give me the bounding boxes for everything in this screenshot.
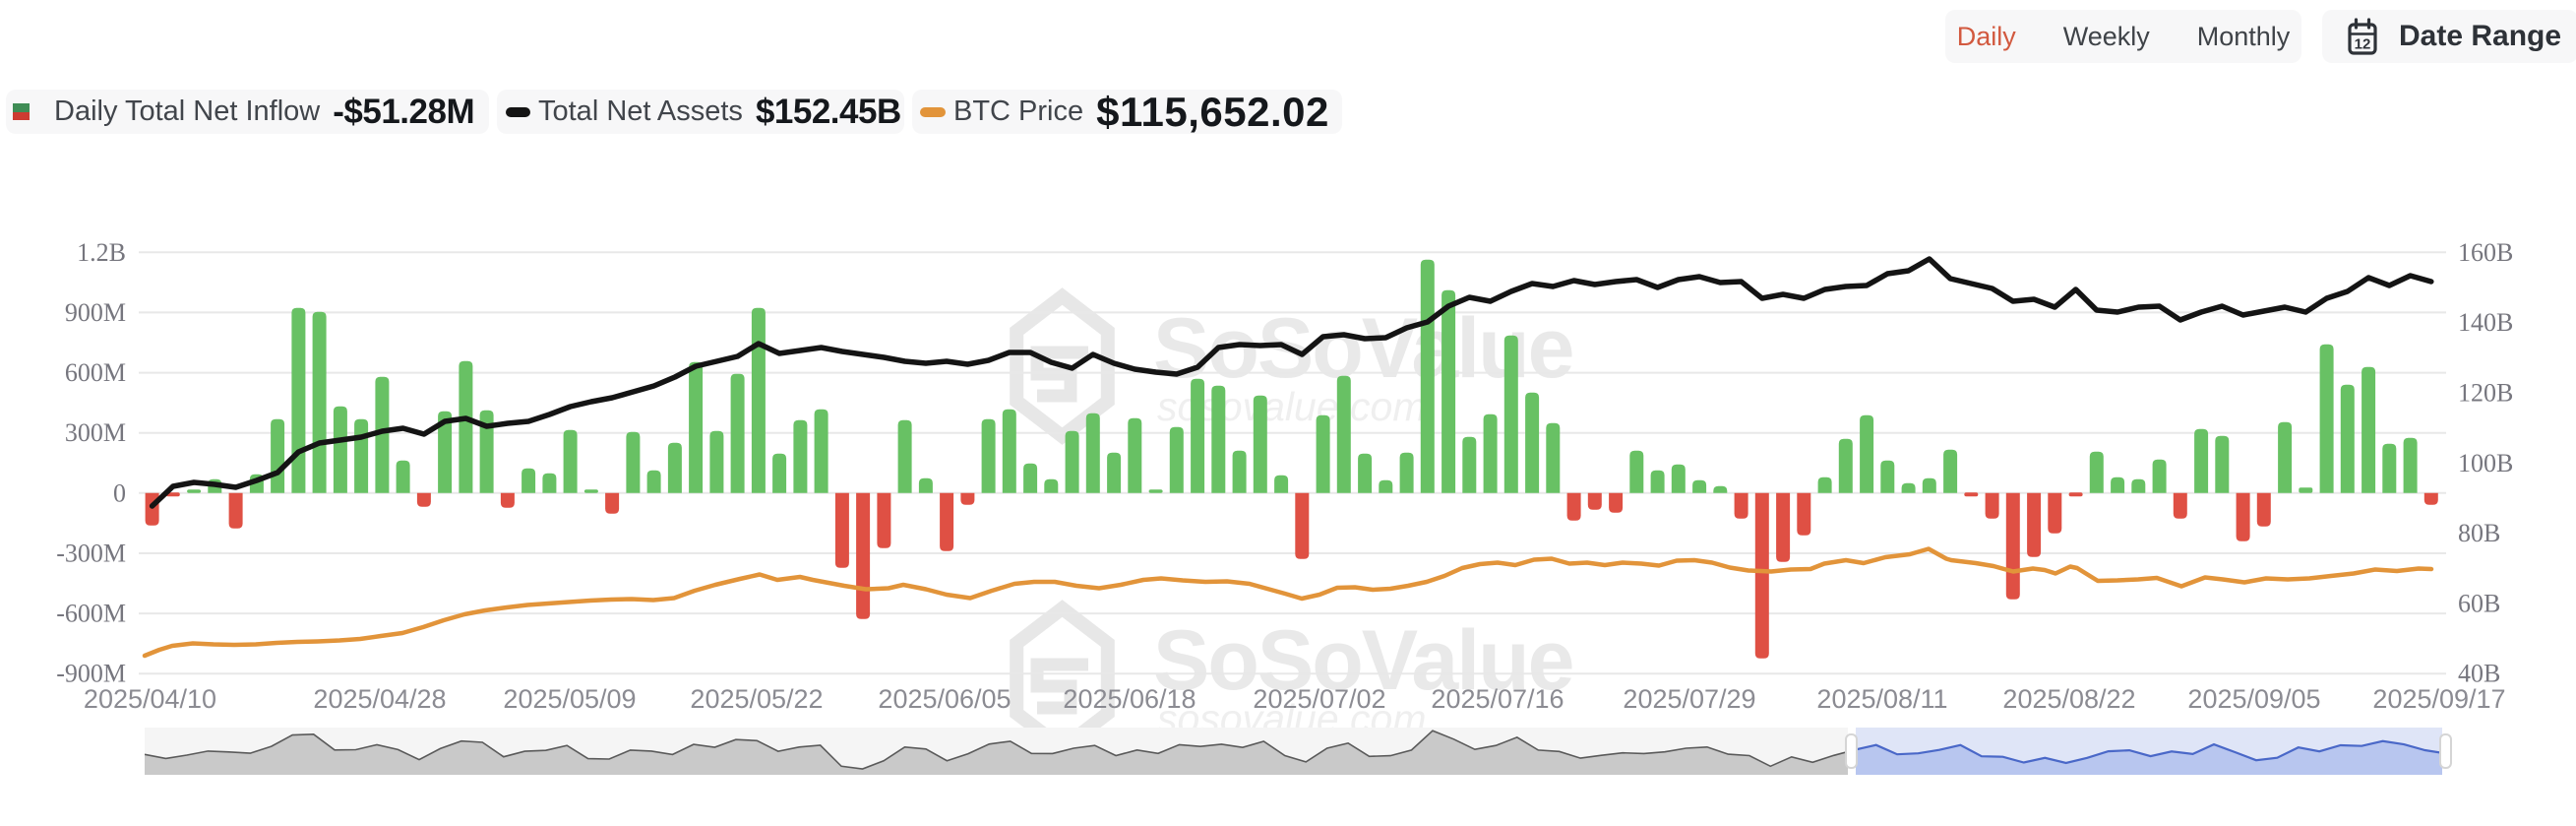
svg-text:2025/06/18: 2025/06/18 (1063, 684, 1196, 714)
svg-text:-300M: -300M (56, 540, 126, 568)
svg-text:160B: 160B (2458, 238, 2513, 267)
svg-text:12: 12 (2355, 36, 2371, 53)
svg-text:600M: 600M (65, 358, 126, 387)
svg-text:0: 0 (113, 478, 126, 507)
svg-text:2025/07/29: 2025/07/29 (1623, 684, 1755, 714)
svg-text:2025/07/02: 2025/07/02 (1253, 684, 1385, 714)
svg-text:2025/05/09: 2025/05/09 (503, 684, 636, 714)
svg-text:100B: 100B (2458, 449, 2513, 477)
svg-text:2025/07/16: 2025/07/16 (1431, 684, 1564, 714)
svg-text:2025/09/17: 2025/09/17 (2372, 684, 2505, 714)
svg-text:2025/08/11: 2025/08/11 (1816, 684, 1947, 714)
svg-text:2025/04/28: 2025/04/28 (313, 684, 446, 714)
svg-text:SoSoValue: SoSoValue (1153, 613, 1573, 708)
svg-text:2025/08/22: 2025/08/22 (2002, 684, 2135, 714)
svg-text:140B: 140B (2458, 308, 2513, 337)
svg-text:-600M: -600M (56, 600, 126, 628)
svg-text:60B: 60B (2458, 589, 2500, 617)
svg-text:2025/05/22: 2025/05/22 (690, 684, 823, 714)
svg-text:300M: 300M (65, 418, 126, 447)
svg-text:900M: 900M (65, 298, 126, 327)
svg-text:2025/04/10: 2025/04/10 (84, 684, 216, 714)
svg-text:80B: 80B (2458, 519, 2500, 547)
svg-text:40B: 40B (2458, 660, 2500, 688)
svg-text:2025/06/05: 2025/06/05 (878, 684, 1011, 714)
svg-text:1.2B: 1.2B (77, 238, 126, 267)
svg-text:-900M: -900M (56, 660, 126, 688)
svg-text:120B: 120B (2458, 378, 2513, 407)
svg-text:2025/09/05: 2025/09/05 (2187, 684, 2320, 714)
